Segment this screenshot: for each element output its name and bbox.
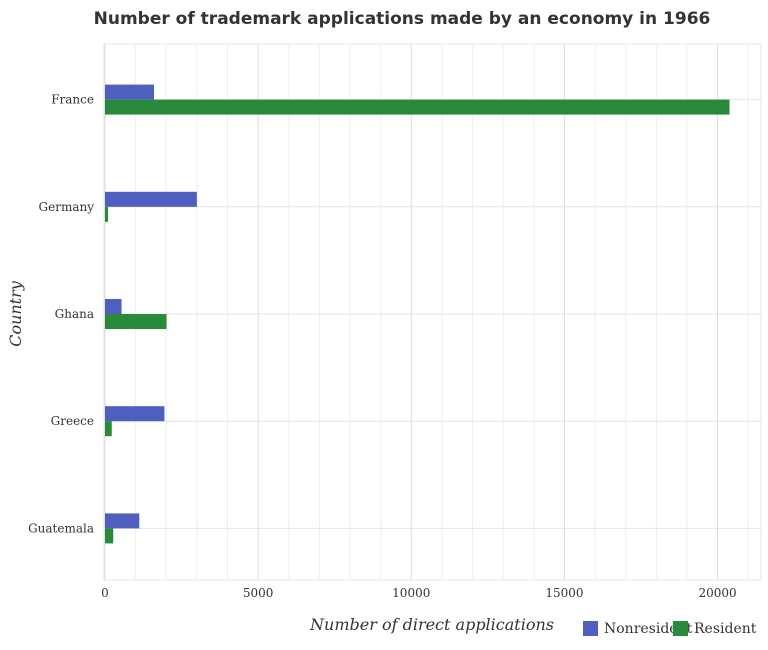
x-axis-ticks: 0 5000 10000 15000 20000 [101,586,736,600]
y-axis-ticks: France Germany Ghana Greece Guatemala [28,93,94,536]
bar-resident-ghana [105,314,167,329]
bar-nonresident-greece [105,406,165,422]
legend-swatch-nonresident [583,621,598,636]
bar-resident-france [105,99,730,115]
x-tick-label: 5000 [243,586,274,600]
x-tick-label: 20000 [698,586,736,600]
bar-nonresident-germany [105,191,197,207]
plot-frame [103,43,762,581]
legend-swatch-resident [673,621,688,636]
x-axis-label: Number of direct applications [309,615,554,634]
grid-lines [103,43,762,581]
bar-nonresident-guatemala [105,513,140,529]
bar-nonresident-ghana [105,299,122,314]
chart-title: Number of trademark applications made by… [94,9,711,29]
bar-resident-greece [105,421,112,437]
bars [105,84,730,544]
y-tick-label: Greece [51,414,94,428]
y-tick-label: France [51,93,94,107]
bar-nonresident-france [105,84,155,100]
x-tick-label: 15000 [545,586,583,600]
bar-resident-germany [105,206,109,222]
x-tick-label: 10000 [392,586,430,600]
legend-label-resident: Resident [694,621,757,637]
legend: Nonresident Resident [583,621,757,637]
y-axis-label: Country [6,280,25,347]
y-tick-label: Ghana [55,307,94,321]
y-tick-label: Germany [39,200,95,214]
y-tick-label: Guatemala [28,521,94,535]
bar-resident-guatemala [105,528,114,544]
legend-label-nonresident: Nonresident [604,621,693,637]
x-tick-label: 0 [101,586,109,600]
